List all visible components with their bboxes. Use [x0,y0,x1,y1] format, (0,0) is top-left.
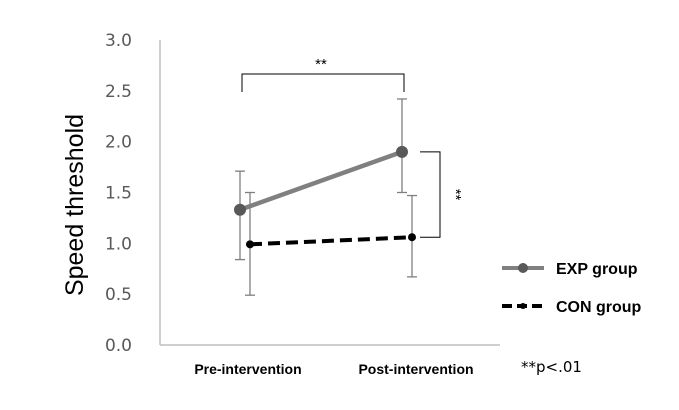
data-points [234,145,416,249]
y-tick-label: 2.0 [105,133,132,153]
x-tick-label: Pre-intervention [194,361,301,377]
data-point-exp [396,145,408,158]
y-tick-label: 1.5 [105,184,132,204]
data-point-exp [234,203,246,216]
legend-label-exp: EXP group [556,261,638,278]
series-lines [239,149,413,247]
significance-label-top: ** [315,56,327,73]
x-tick-label: Post-intervention [358,361,473,377]
series-line-con [249,235,413,247]
error-bars [235,98,417,296]
significance-note: **p<.01 [521,358,582,376]
y-tick-labels: 0.0 0.5 1.0 1.5 2.0 2.5 3.0 [105,31,132,356]
data-point-con [246,240,254,249]
series-line-exp [239,149,403,212]
y-axis-label: Speed threshold [61,114,89,296]
legend-marker-con [520,303,526,309]
legend-label-con: CON group [556,299,642,316]
y-tick-label: 0.5 [105,285,132,305]
legend-marker-exp [518,263,528,273]
y-tick-label: 1.0 [105,234,132,254]
y-tick-label: 0.0 [105,336,132,356]
y-tick-label: 2.5 [105,82,132,102]
data-point-con [408,233,416,242]
legend: EXP group CON group [502,261,642,316]
x-tick-labels: Pre-intervention Post-intervention [194,361,473,377]
significance-label-right: ** [447,189,464,201]
significance-bracket-top [241,73,405,92]
y-tick-label: 3.0 [105,31,132,51]
significance-bracket-right [420,151,441,238]
